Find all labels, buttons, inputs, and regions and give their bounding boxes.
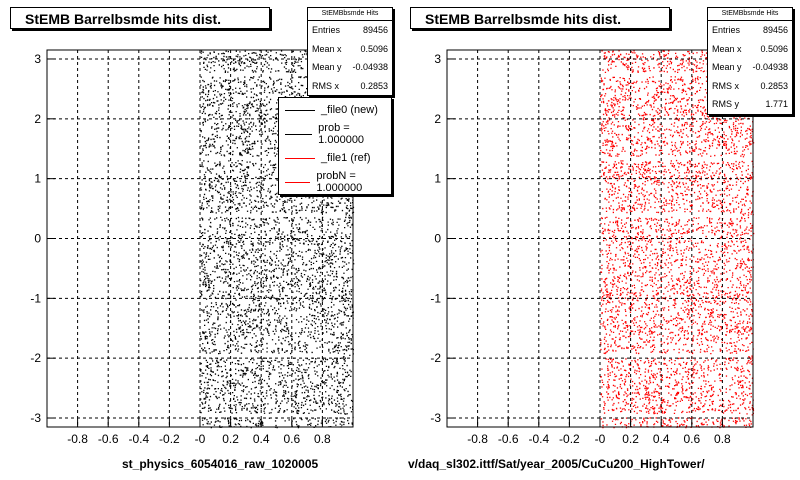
- x-axis-ticks: -0.8 -0.6 -0.4 -0.2 -0 0.2 0.4 0.6 0.8: [467, 419, 731, 446]
- x-tick-label: -0.4: [528, 432, 549, 446]
- grid: [47, 50, 353, 427]
- stats-row-mean-x: Mean x 0.5096: [708, 40, 792, 59]
- stats-label: RMS x: [712, 80, 739, 91]
- scatter-point-cloud: [200, 50, 355, 429]
- stats-value: 0.2853: [360, 80, 388, 91]
- y-tick-label: -3: [30, 411, 41, 425]
- legend-label: _file1 (ref): [321, 152, 371, 164]
- x-tick-label: 0.8: [714, 432, 731, 446]
- x-axis-label-right: v/daq_sl302.ittf/Sat/year_2005/CuCu200_H…: [408, 457, 705, 471]
- y-tick-label: 1: [434, 172, 441, 186]
- y-tick-label: 0: [34, 232, 41, 246]
- stats-row-rms-y: RMS y 1.771: [708, 95, 792, 114]
- y-tick-label: -3: [430, 411, 441, 425]
- y-axis-ticks: -3 -2 -1 0 1 2 3: [30, 52, 55, 425]
- stats-label: Mean x: [712, 43, 742, 54]
- y-tick-label: -2: [30, 351, 41, 365]
- y-tick-label: 3: [434, 52, 441, 66]
- y-axis-ticks: -3 -2 -1 0 1 2 3: [430, 52, 455, 425]
- stats-row-mean-y: Mean y -0.04938: [708, 58, 792, 77]
- y-tick-label: 0: [434, 232, 441, 246]
- stats-value: 1.771: [765, 99, 788, 110]
- y-tick-label: 1: [34, 172, 41, 186]
- legend-entry: _file0 (new): [279, 98, 391, 122]
- scatter-points: [600, 50, 755, 429]
- stats-value: -0.04938: [752, 62, 788, 73]
- x-tick-label: 0.2: [622, 432, 639, 446]
- x-tick-label: -0.2: [159, 432, 180, 446]
- x-tick-label: -0: [595, 432, 606, 446]
- stats-label: Entries: [712, 25, 741, 35]
- legend-entry: probN = 1.000000: [279, 170, 391, 194]
- x-tick-label: -0.2: [559, 432, 580, 446]
- stats-value: 0.2853: [760, 80, 788, 91]
- stats-value: 0.5096: [360, 43, 388, 54]
- legend-swatch: [285, 109, 315, 111]
- stats-row-rms-x: RMS x 0.2853: [308, 77, 392, 96]
- stats-header: StEMBbsmde Hits: [308, 8, 392, 21]
- legend-entry: prob = 1.000000: [279, 122, 391, 146]
- stats-row-entries: Entries 89456: [708, 21, 792, 40]
- stats-box-left: StEMBbsmde Hits Entries 89456 Mean x 0.509…: [307, 7, 393, 97]
- legend-swatch: [285, 133, 313, 135]
- x-tick-label: 0.4: [253, 432, 270, 446]
- y-tick-label: -1: [430, 291, 441, 305]
- x-tick-label: -0.8: [467, 432, 488, 446]
- stats-row-mean-x: Mean x 0.5096: [308, 40, 392, 59]
- legend-swatch: [285, 181, 311, 183]
- stats-value: 89456: [362, 25, 388, 35]
- stats-row-rms-x: RMS x 0.2853: [708, 77, 792, 96]
- stats-label: RMS x: [312, 80, 339, 91]
- legend-label: _file0 (new): [321, 104, 378, 116]
- x-tick-label: -0.6: [498, 432, 519, 446]
- stats-label: Mean y: [312, 62, 342, 73]
- x-tick-label: 0.6: [283, 432, 300, 446]
- chart-title-right: StEMB Barrelbsmde hits dist.: [410, 7, 670, 29]
- stats-label: Mean y: [712, 62, 742, 73]
- stats-value: 0.5096: [760, 43, 788, 54]
- y-tick-label: 2: [434, 112, 441, 126]
- stats-row-mean-y: Mean y -0.04938: [308, 58, 392, 77]
- legend-label: probN = 1.000000: [316, 170, 363, 194]
- stats-label: RMS y: [712, 99, 739, 110]
- stats-label: Mean x: [312, 43, 342, 54]
- scatter-point-cloud: [600, 50, 755, 429]
- y-tick-label: -1: [30, 291, 41, 305]
- panel-right: -0.8 -0.6 -0.4 -0.2 -0 0.2 0.4 0.6 0.8 -3 -2 -1 0 1 2 3: [430, 49, 755, 446]
- scatter-points: [200, 50, 355, 429]
- stats-value: -0.04938: [352, 62, 388, 73]
- stats-label: Entries: [312, 25, 341, 35]
- x-tick-label: -0.8: [67, 432, 88, 446]
- x-tick-label: -0: [195, 432, 206, 446]
- x-tick-label: -0.6: [98, 432, 119, 446]
- x-tick-label: 0.4: [653, 432, 670, 446]
- legend-label: prob = 1.000000: [318, 122, 365, 146]
- stats-header: StEMBbsmde Hits: [708, 8, 792, 21]
- legend-box: _file0 (new) prob = 1.000000 _file1 (ref…: [278, 97, 392, 195]
- legend-entry: _file1 (ref): [279, 146, 391, 170]
- x-tick-label: -0.4: [128, 432, 149, 446]
- x-axis-ticks: -0.8 -0.6 -0.4 -0.2 -0 0.2 0.4 0.6 0.8: [67, 419, 331, 446]
- stats-value: 89456: [762, 25, 788, 35]
- stats-box-right: StEMBbsmde Hits Entries 89456 Mean x 0.509…: [707, 7, 793, 115]
- stats-row-entries: Entries 89456: [308, 21, 392, 40]
- y-tick-label: -2: [430, 351, 441, 365]
- y-tick-label: 2: [34, 112, 41, 126]
- x-tick-label: 0.6: [683, 432, 700, 446]
- y-tick-label: 3: [34, 52, 41, 66]
- x-tick-label: 0.8: [314, 432, 331, 446]
- legend-swatch: [285, 157, 315, 159]
- x-tick-label: 0.2: [222, 432, 239, 446]
- x-axis-label-left: st_physics_6054016_raw_1020005: [122, 457, 319, 471]
- chart-title-left: StEMB Barrelbsmde hits dist.: [10, 7, 270, 29]
